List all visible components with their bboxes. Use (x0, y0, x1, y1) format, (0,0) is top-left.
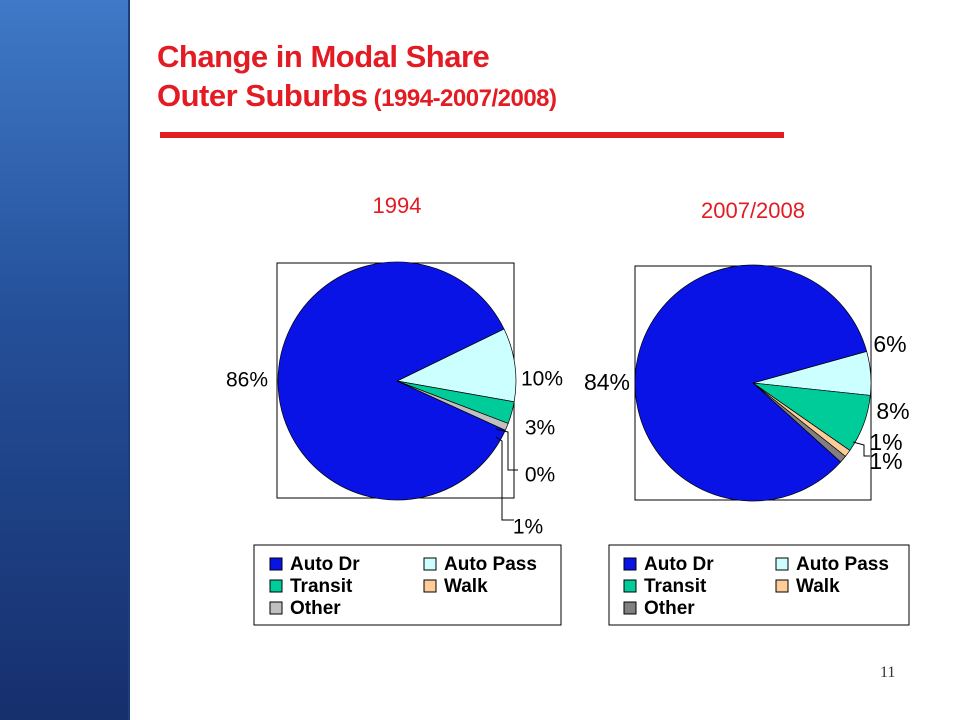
pie-2-legend-label-walk: Walk (796, 576, 840, 597)
pie-2-label-transit: 8% (876, 398, 909, 424)
pie-1-leader-other (495, 436, 514, 521)
pie-2-legend-swatch-transit (623, 579, 637, 593)
page-number: 11 (880, 664, 896, 681)
pie-1-label-transit: 3% (525, 417, 555, 440)
pie-1-legend-swatch-other (269, 601, 283, 615)
slide-title: Change in Modal Share Outer Suburbs (199… (157, 38, 557, 116)
pie-1-label-auto-dr: 86% (226, 369, 268, 392)
title-line-2-years: (1994-2007/2008) (367, 84, 557, 112)
pie-2-legend (608, 544, 910, 626)
pie-2-legend-label-auto-pass: Auto Pass (796, 554, 889, 575)
pie-1-legend (253, 544, 562, 626)
pie-2-legend-label-transit: Transit (644, 576, 707, 597)
pie-2-legend-swatch-auto-dr (623, 557, 637, 571)
title-line-2-main: Outer Suburbs (157, 77, 368, 113)
pie-1-slice-auto-dr (277, 261, 506, 501)
pie-2-legend-swatch-walk (775, 579, 789, 593)
pie-2-legend-swatch-other (623, 601, 637, 615)
pie-2-legend-swatch-auto-pass (775, 557, 789, 571)
pie-1-label-other: 1% (513, 516, 543, 539)
pie-2-legend-label-auto-dr: Auto Dr (644, 554, 714, 575)
pie-2-label-other: 1% (869, 448, 902, 474)
sidebar-gradient (0, 0, 128, 720)
pie-2-slice-auto-dr (634, 264, 868, 502)
pie-2-label-auto-dr: 84% (584, 369, 630, 395)
pie-1-legend-label-auto-dr: Auto Dr (290, 554, 360, 575)
pie-1-slice-auto-pass (395, 328, 517, 403)
pie-1-leader-walk (495, 428, 518, 471)
title-underline (160, 132, 784, 138)
pie-1-legend-label-walk: Walk (444, 576, 488, 597)
pie-1-legend-label-transit: Transit (290, 576, 353, 597)
pie-1-legend-swatch-auto-dr (269, 557, 283, 571)
pie-2-label-walk: 1% (869, 429, 902, 455)
pie-1-legend-swatch-walk (423, 579, 437, 593)
pie-1-title: 1994 (373, 193, 422, 218)
title-line-2: Outer Suburbs (1994-2007/2008) (157, 77, 557, 116)
sidebar-divider (128, 0, 130, 720)
title-line-1: Change in Modal Share (157, 39, 490, 74)
pie-1-legend-swatch-auto-pass (423, 557, 437, 571)
pie-2-legend-label-other: Other (644, 598, 695, 619)
pie-2-title: 2007/2008 (701, 198, 805, 223)
pie-1-legend-label-auto-pass: Auto Pass (444, 554, 537, 575)
pie-1-label-walk: 0% (525, 464, 555, 487)
pie-1-legend-label-other: Other (290, 598, 341, 619)
pie-1-legend-swatch-transit (269, 579, 283, 593)
pie-2-leader-other (852, 441, 870, 457)
pie-1-label-auto-pass: 10% (521, 368, 563, 391)
pie-2-label-auto-pass: 6% (873, 331, 906, 357)
